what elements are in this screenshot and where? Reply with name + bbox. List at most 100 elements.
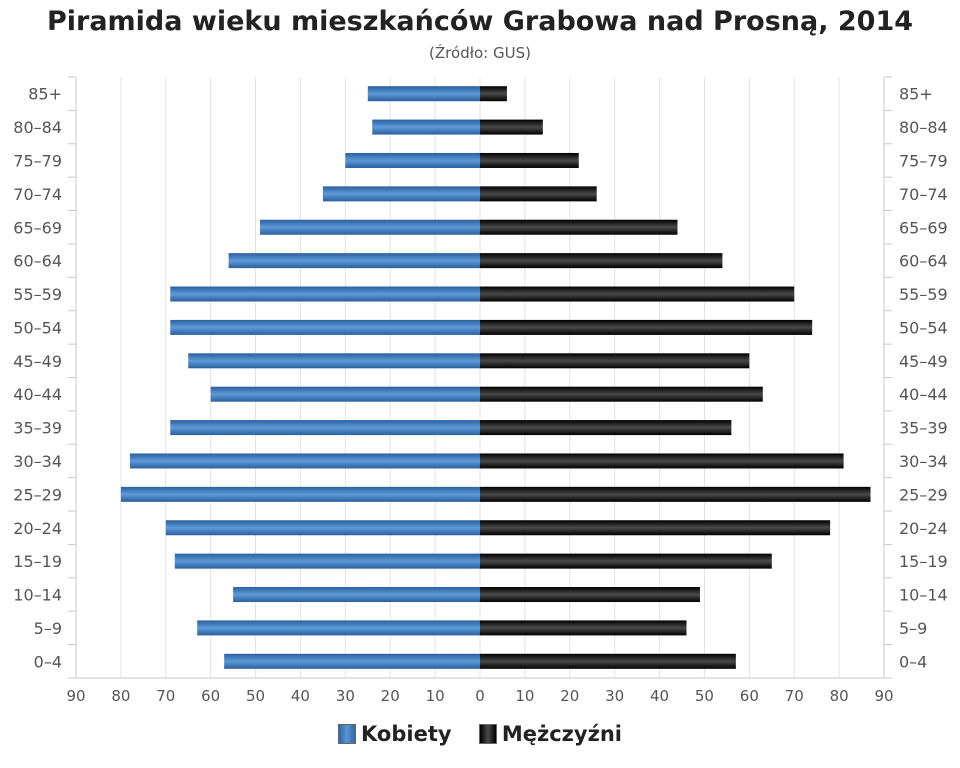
x-tick-label: 40 [291, 687, 310, 705]
category-label-left: 15–19 [13, 552, 62, 571]
bar-kobiety[interactable] [170, 286, 480, 302]
category-label-left: 20–24 [13, 519, 62, 538]
x-tick-label: 10 [515, 687, 534, 705]
bar-mezczyzni[interactable] [480, 553, 772, 569]
bar-mezczyzni[interactable] [480, 620, 687, 636]
bar-kobiety[interactable] [170, 420, 480, 436]
x-tick-label: 40 [650, 687, 669, 705]
category-label-right: 40–44 [899, 385, 948, 404]
x-tick-label: 20 [560, 687, 579, 705]
x-tick-label: 60 [740, 687, 759, 705]
grid-layer [68, 76, 892, 679]
bar-mezczyzni[interactable] [480, 453, 844, 469]
bar-kobiety[interactable] [170, 319, 480, 335]
category-label-right: 35–39 [899, 419, 948, 438]
category-label-left: 60–64 [13, 252, 62, 271]
bar-kobiety[interactable] [129, 453, 480, 469]
legend-swatch-mezczyzni [478, 724, 497, 744]
labels-layer: 85+ 85+ 80–84 80–84 75–79 75–79 70–74 70–74 65–6… [13, 85, 947, 705]
bar-kobiety[interactable] [260, 219, 480, 235]
category-label-right: 10–14 [899, 586, 948, 605]
bar-mezczyzni[interactable] [480, 286, 795, 302]
category-label-left: 45–49 [13, 352, 62, 371]
x-tick-label: 20 [381, 687, 400, 705]
bar-kobiety[interactable] [188, 353, 480, 369]
x-tick-label: 70 [785, 687, 804, 705]
bar-kobiety[interactable] [367, 86, 480, 102]
x-tick-label: 30 [605, 687, 624, 705]
category-label-left: 25–29 [13, 485, 62, 504]
x-tick-label: 10 [426, 687, 445, 705]
category-label-right: 85+ [899, 85, 933, 104]
legend: Kobiety Mężczyźni [0, 722, 960, 749]
category-label-left: 55–59 [13, 285, 62, 304]
bar-mezczyzni[interactable] [480, 86, 507, 102]
bar-mezczyzni[interactable] [480, 420, 732, 436]
bar-kobiety[interactable] [197, 620, 480, 636]
x-tick-label: 50 [695, 687, 714, 705]
category-label-left: 65–69 [13, 218, 62, 237]
category-label-right: 45–49 [899, 352, 948, 371]
legend-swatch-kobiety [338, 724, 357, 744]
bar-mezczyzni[interactable] [480, 486, 871, 502]
bar-mezczyzni[interactable] [480, 520, 831, 536]
bar-kobiety[interactable] [224, 653, 480, 669]
category-label-left: 5–9 [34, 619, 62, 638]
x-tick-label: 50 [246, 687, 265, 705]
category-label-right: 50–54 [899, 318, 948, 337]
category-label-left: 10–14 [13, 586, 62, 605]
category-label-right: 20–24 [899, 519, 948, 538]
category-label-right: 5–9 [899, 619, 927, 638]
category-label-right: 65–69 [899, 218, 948, 237]
bar-mezczyzni[interactable] [480, 353, 750, 369]
bar-mezczyzni[interactable] [480, 152, 579, 168]
category-label-left: 40–44 [13, 385, 62, 404]
bar-mezczyzni[interactable] [480, 219, 678, 235]
bar-mezczyzni[interactable] [480, 587, 700, 603]
category-label-left: 75–79 [13, 151, 62, 170]
bar-kobiety[interactable] [174, 553, 480, 569]
chart-title: Piramida wieku mieszkańców Grabowa nad P… [46, 6, 914, 37]
bar-kobiety[interactable] [322, 186, 480, 202]
bar-kobiety[interactable] [372, 119, 480, 135]
bar-kobiety[interactable] [345, 152, 480, 168]
bar-mezczyzni[interactable] [480, 653, 736, 669]
bar-kobiety[interactable] [210, 386, 480, 402]
bar-mezczyzni[interactable] [480, 253, 723, 269]
bars-layer [120, 86, 871, 669]
category-label-right: 0–4 [899, 652, 927, 671]
x-tick-label: 80 [111, 687, 130, 705]
category-label-left: 70–74 [13, 185, 62, 204]
category-label-left: 0–4 [34, 652, 62, 671]
category-label-right: 80–84 [899, 118, 948, 137]
bar-kobiety[interactable] [228, 253, 480, 269]
category-label-left: 30–34 [13, 452, 62, 471]
legend-item-kobiety[interactable]: Kobiety [338, 722, 452, 746]
x-tick-label: 30 [336, 687, 355, 705]
category-label-left: 50–54 [13, 318, 62, 337]
x-tick-label: 90 [66, 687, 85, 705]
bar-mezczyzni[interactable] [480, 119, 543, 135]
bar-mezczyzni[interactable] [480, 386, 763, 402]
x-tick-label: 0 [475, 687, 485, 705]
x-tick-label: 70 [156, 687, 175, 705]
legend-label-kobiety: Kobiety [361, 722, 452, 746]
category-label-left: 80–84 [13, 118, 62, 137]
bar-mezczyzni[interactable] [480, 186, 597, 202]
x-tick-label: 90 [874, 687, 893, 705]
bar-kobiety[interactable] [165, 520, 480, 536]
category-label-right: 30–34 [899, 452, 948, 471]
chart-subtitle: (Źródło: GUS) [429, 44, 531, 62]
bar-kobiety[interactable] [120, 486, 480, 502]
category-label-right: 15–19 [899, 552, 948, 571]
category-label-right: 25–29 [899, 485, 948, 504]
bar-mezczyzni[interactable] [480, 319, 813, 335]
category-label-left: 35–39 [13, 419, 62, 438]
category-label-right: 55–59 [899, 285, 948, 304]
category-label-left: 85+ [28, 85, 62, 104]
legend-item-mezczyzni[interactable]: Mężczyźni [478, 722, 622, 746]
x-tick-label: 80 [830, 687, 849, 705]
legend-label-mezczyzni: Mężczyźni [501, 722, 622, 746]
bar-kobiety[interactable] [233, 587, 480, 603]
